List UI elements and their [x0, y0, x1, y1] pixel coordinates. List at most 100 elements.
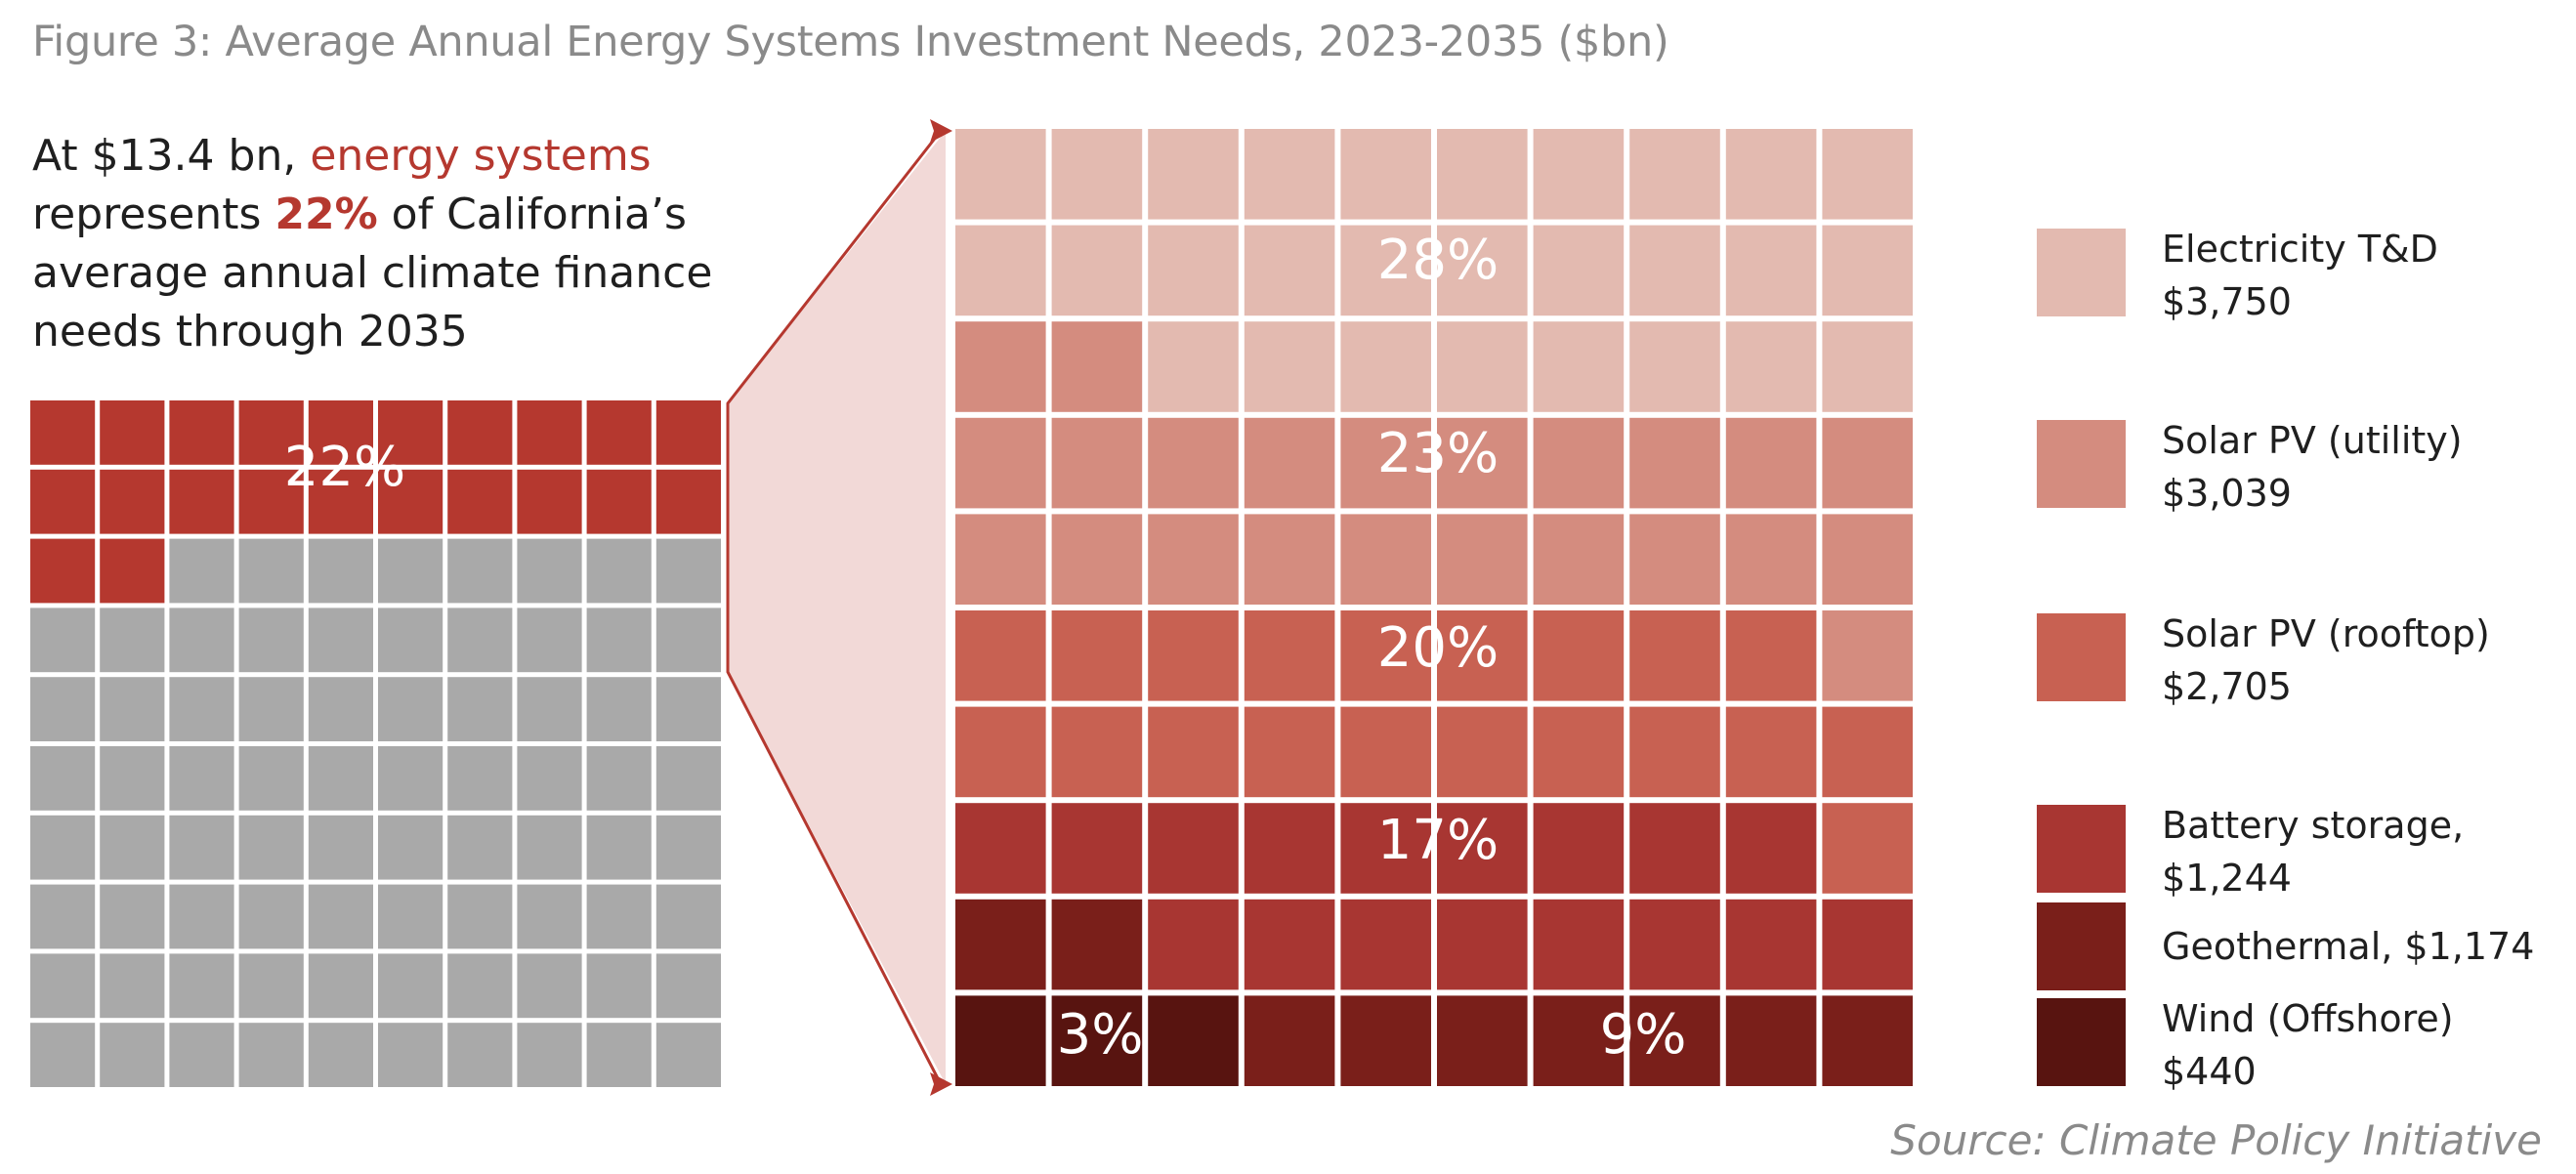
waffle-cell — [1437, 706, 1528, 798]
waffle-cell-energy — [447, 469, 513, 534]
segment-label-geothermal: 9% — [1600, 1003, 1687, 1067]
waffle-cell-other — [655, 884, 721, 949]
legend-label: Wind (Offshore) $440 — [2162, 992, 2454, 1098]
waffle-cell — [1437, 514, 1528, 605]
waffle-cell-other — [238, 677, 304, 741]
waffle-cell — [1822, 225, 1913, 316]
intro-highlight: energy systems — [310, 131, 652, 181]
waffle-cell-other — [586, 677, 652, 741]
waffle-cell-other — [586, 608, 652, 673]
waffle-cell-other — [100, 608, 165, 673]
waffle-cell-other — [378, 884, 443, 949]
legend-swatch — [2037, 902, 2126, 990]
legend-label-line: Battery storage, — [2162, 804, 2465, 847]
waffle-cell-other — [169, 815, 234, 880]
waffle-cell-other — [100, 677, 165, 741]
waffle-cell — [1244, 417, 1335, 509]
waffle-cell — [1051, 129, 1143, 220]
waffle-cell — [1822, 803, 1913, 894]
waffle-cell — [1533, 417, 1625, 509]
zoom-connector-line — [726, 130, 943, 1085]
waffle-cell — [1244, 225, 1335, 316]
waffle-cell-other — [100, 884, 165, 949]
waffle-cell — [1148, 417, 1239, 509]
waffle-cell — [1340, 995, 1431, 1086]
legend-label: Solar PV (rooftop) $2,705 — [2162, 608, 2490, 713]
waffle-cell — [1340, 514, 1431, 605]
waffle-cell — [1437, 225, 1528, 316]
waffle-cell-energy — [30, 538, 96, 604]
waffle-cell — [1051, 995, 1143, 1086]
waffle-cell-other — [169, 538, 234, 604]
waffle-cell-other — [238, 815, 304, 880]
waffle-cell-other — [655, 953, 721, 1019]
waffle-label: 22% — [284, 436, 405, 499]
waffle-cell-other — [586, 953, 652, 1019]
waffle-cell — [1533, 321, 1625, 412]
waffle-cell — [1340, 225, 1431, 316]
waffle-cell-other — [378, 815, 443, 880]
legend-label-line: $2,705 — [2162, 665, 2292, 708]
waffle-cell-other — [308, 677, 373, 741]
waffle-cell-other — [447, 538, 513, 604]
waffle-cell — [1437, 803, 1528, 894]
waffle-cell — [1629, 995, 1720, 1086]
waffle-cell-other — [447, 608, 513, 673]
waffle-cell — [1340, 803, 1431, 894]
waffle-cell — [1725, 899, 1817, 990]
waffle-cell-other — [586, 538, 652, 604]
waffle-cell — [1148, 514, 1239, 605]
waffle-cell — [1340, 417, 1431, 509]
legend-swatch — [2037, 229, 2126, 316]
waffle-cell — [1629, 706, 1720, 798]
waffle-cell — [1629, 610, 1720, 701]
waffle-cell-energy — [100, 400, 165, 465]
waffle-cell-other — [447, 815, 513, 880]
waffle-cell-other — [100, 746, 165, 811]
waffle-cell — [1437, 321, 1528, 412]
waffle-cell-other — [517, 953, 582, 1019]
legend-label-line: $440 — [2162, 1050, 2257, 1093]
waffle-cell-energy — [378, 400, 443, 465]
waffle-cell-other — [169, 746, 234, 811]
waffle-cell-other — [238, 884, 304, 949]
waffle-cell — [1244, 321, 1335, 412]
source-note: Source: Climate Policy Initiative — [1890, 1116, 2542, 1164]
waffle-cell-other — [100, 953, 165, 1019]
waffle-cell — [1629, 321, 1720, 412]
waffle-cell-other — [238, 538, 304, 604]
waffle-cell — [1148, 995, 1239, 1086]
waffle-cell-other — [447, 884, 513, 949]
waffle-cell-other — [378, 677, 443, 741]
legend-label: Solar PV (utility) $3,039 — [2162, 414, 2463, 520]
waffle-cell-other — [238, 953, 304, 1019]
waffle-cell — [1533, 803, 1625, 894]
waffle-cell-other — [586, 884, 652, 949]
waffle-cell-energy — [378, 469, 443, 534]
waffle-cell-other — [100, 815, 165, 880]
waffle-cell — [1725, 706, 1817, 798]
waffle-cell — [1340, 129, 1431, 220]
waffle-cell — [1437, 417, 1528, 509]
waffle-cell-energy — [238, 469, 304, 534]
intro-part2: represents — [32, 189, 275, 239]
legend-label: Electricity T&D $3,750 — [2162, 223, 2438, 328]
waffle-cell — [1148, 899, 1239, 990]
waffle-cell — [1725, 129, 1817, 220]
waffle-cell-other — [655, 608, 721, 673]
waffle-cell-other — [586, 815, 652, 880]
waffle-cell-other — [308, 746, 373, 811]
waffle-cell-other — [517, 608, 582, 673]
waffle-cell-energy — [517, 469, 582, 534]
segment-label-solar-pv-utility-: 23% — [1377, 422, 1499, 485]
segment-label-electricity-t-d: 28% — [1377, 229, 1499, 292]
waffle-cell-other — [378, 1023, 443, 1087]
waffle-cell — [955, 706, 1046, 798]
waffle-cell-other — [308, 884, 373, 949]
waffle-cell-other — [30, 608, 96, 673]
waffle-cell — [1244, 995, 1335, 1086]
waffle-cell-energy — [169, 469, 234, 534]
waffle-cell-other — [238, 1023, 304, 1087]
waffle-cell — [1822, 321, 1913, 412]
